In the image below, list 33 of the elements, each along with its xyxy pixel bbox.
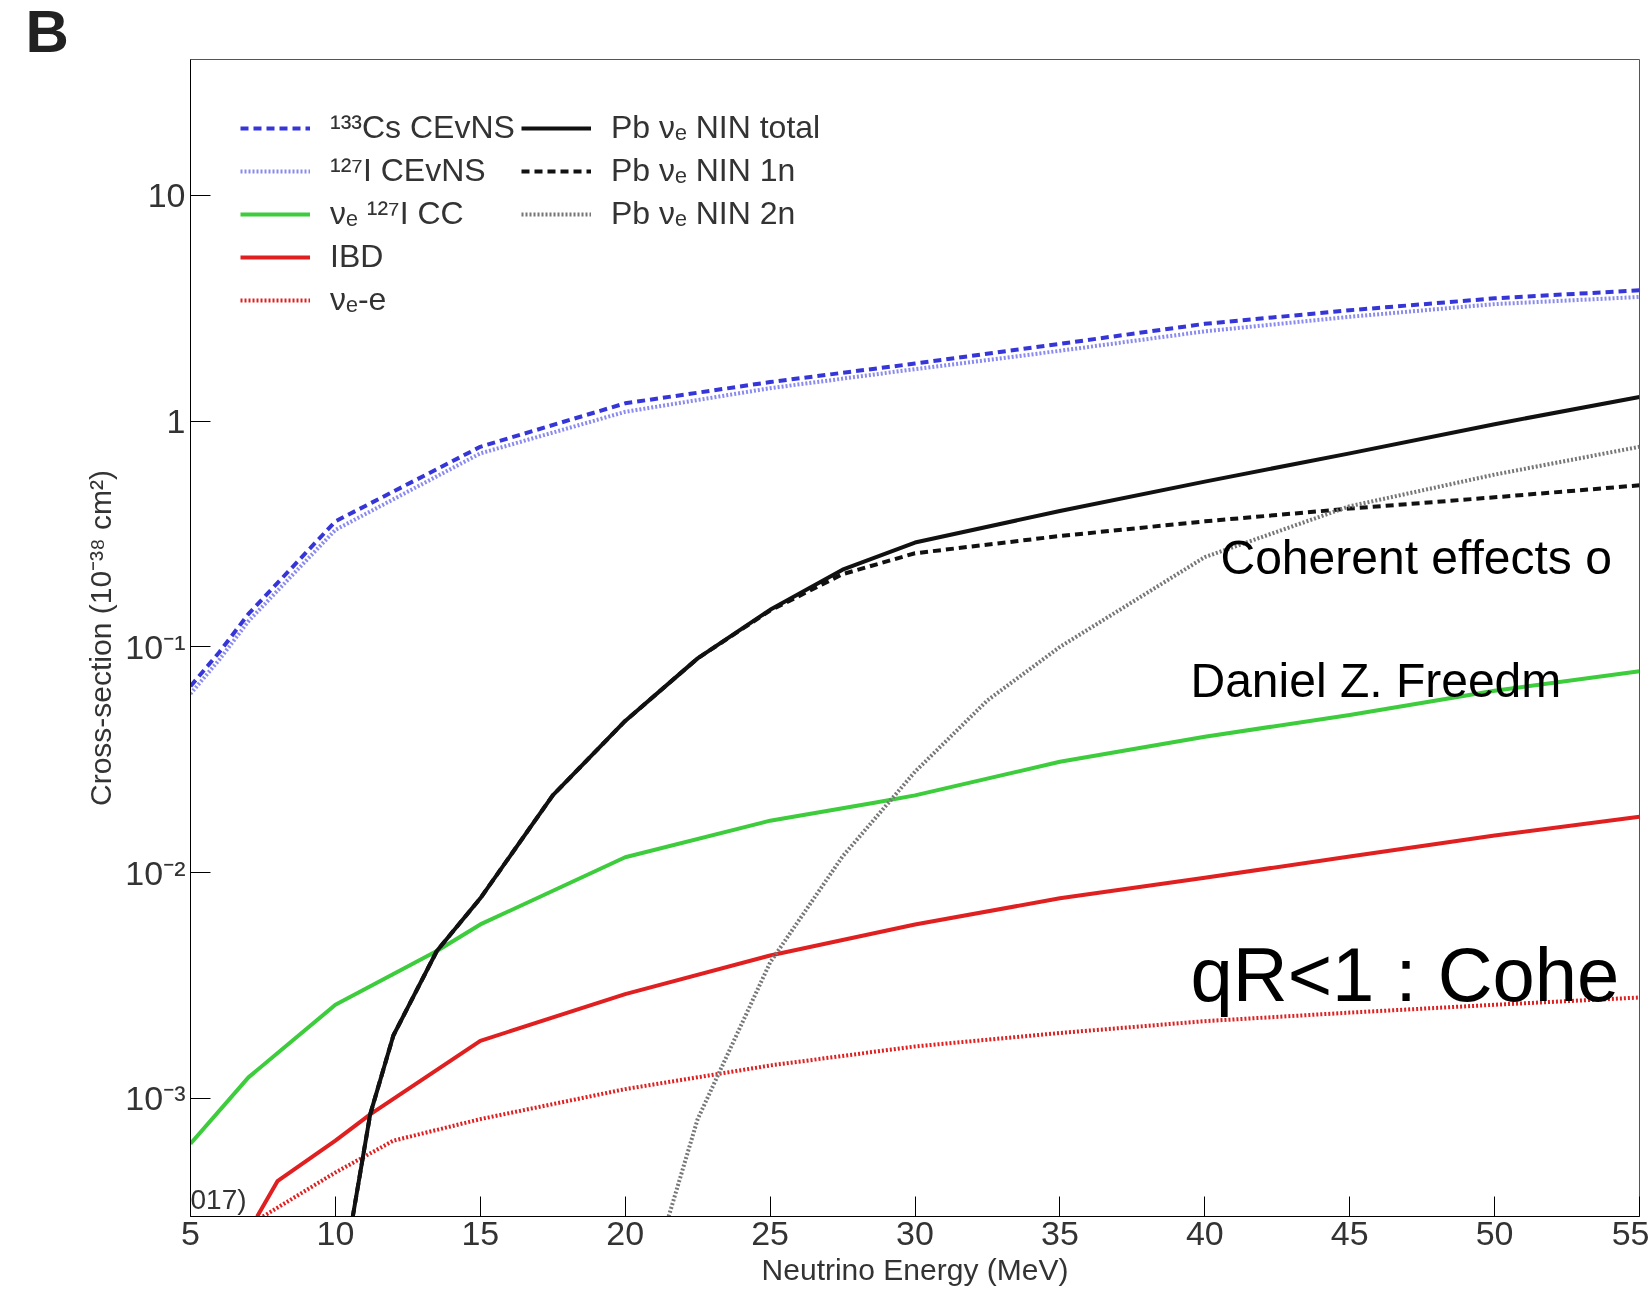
legend-label: νₑ-e xyxy=(330,281,387,318)
legend-label: ¹²⁷I CEvNS xyxy=(330,152,486,189)
legend-label: Pb νₑ NIN 2n xyxy=(610,195,796,232)
y-tick-label: 10⁻¹ xyxy=(125,627,186,666)
x-tick-label: 35 xyxy=(1040,1213,1079,1252)
y-axis-title: Cross-section (10⁻³⁸ cm²) xyxy=(84,469,118,807)
annotation: qR<1 : Cohe xyxy=(1190,931,1620,1017)
x-tick-label: 20 xyxy=(606,1213,645,1252)
x-axis-title: Neutrino Energy (MeV) xyxy=(761,1252,1069,1286)
text: B xyxy=(25,0,69,65)
y-tick-label: 10⁻² xyxy=(125,853,186,892)
annotation: 017) xyxy=(190,1183,247,1215)
legend-label: Pb νₑ NIN 1n xyxy=(610,152,796,189)
x-tick-label: 45 xyxy=(1330,1213,1369,1252)
x-tick-label: 15 xyxy=(461,1213,500,1252)
line-series xyxy=(666,444,1640,1217)
x-tick-label: 25 xyxy=(751,1213,790,1252)
x-tick-label: 30 xyxy=(896,1213,934,1252)
x-tick-label: 10 xyxy=(316,1213,355,1252)
legend-label: νₑ ¹²⁷I CC xyxy=(330,195,464,232)
legend-label: ¹³³Cs CEvNS xyxy=(330,109,515,146)
x-tick-label: 5 xyxy=(181,1213,200,1252)
x-tick-label: 50 xyxy=(1475,1213,1514,1252)
y-tick-label: 10⁻³ xyxy=(125,1079,186,1118)
x-tick-label: 55 xyxy=(1611,1213,1649,1252)
x-tick-label: 40 xyxy=(1185,1213,1224,1252)
legend-label: Pb νₑ NIN total xyxy=(610,109,821,146)
y-tick-label: 1 xyxy=(166,402,186,441)
annotation: Coherent effects o xyxy=(1220,530,1612,584)
line-series xyxy=(255,814,1640,1217)
legend-label: IBD xyxy=(330,238,384,275)
y-tick-label: 10 xyxy=(147,176,186,215)
annotation: Daniel Z. Freedm xyxy=(1190,653,1562,707)
